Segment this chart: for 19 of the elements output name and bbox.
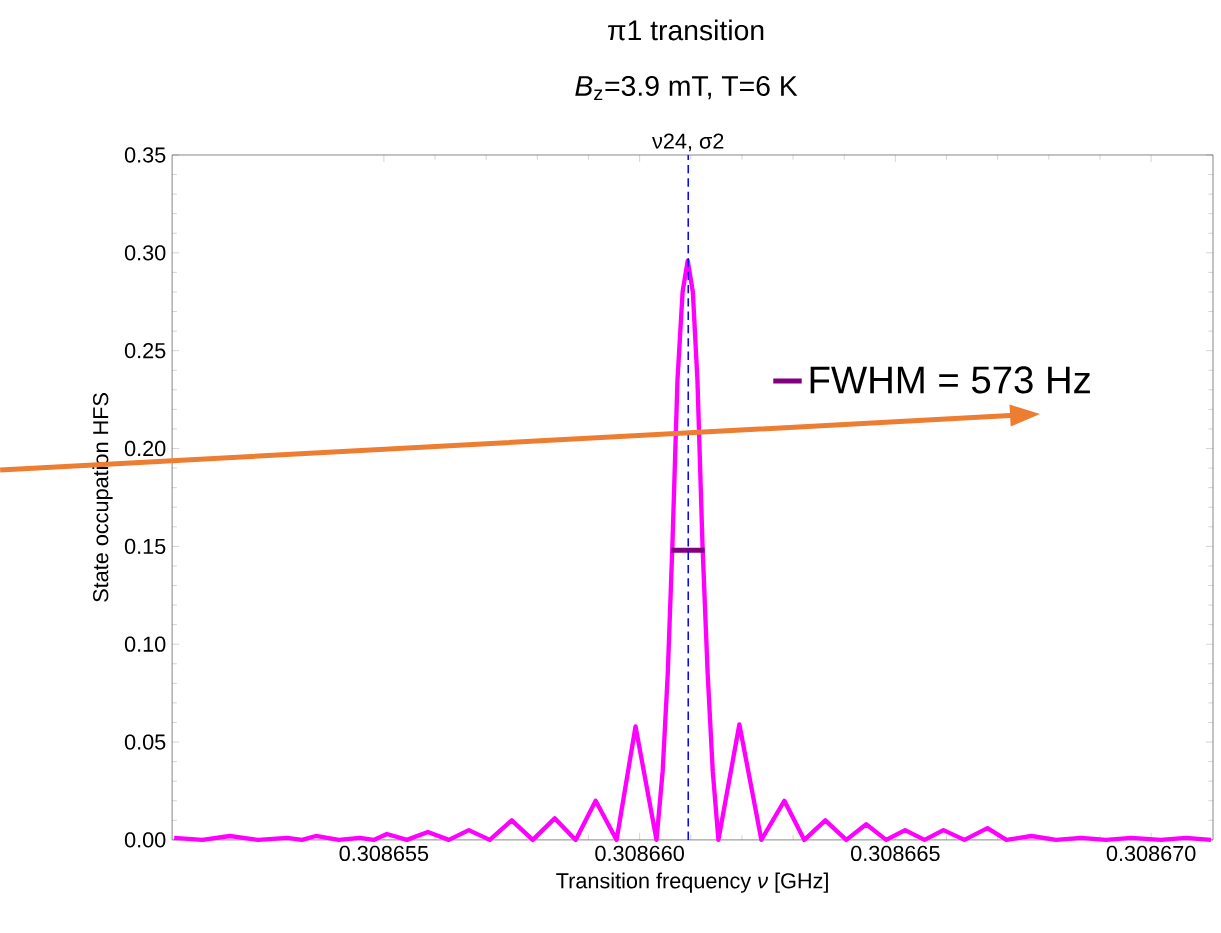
y-tick-label: 0.20 xyxy=(124,440,166,457)
x-tick-label: 0.308660 xyxy=(595,845,684,862)
chart-subtitle: B$_{z}$=3.9 mT, T=6 K xyxy=(575,75,798,101)
legend-label: FWHM = 573 Hz xyxy=(810,366,1090,394)
y-tick-label: 0.25 xyxy=(124,343,166,359)
chart-title: π1 transition xyxy=(608,19,764,41)
y-tick-label: 0.05 xyxy=(124,734,166,750)
y-tick-label: 0.10 xyxy=(124,636,166,652)
y-tick-label: 0.35 xyxy=(124,147,166,163)
x-axis-title: Transition frequency ν [GHz] xyxy=(556,872,828,893)
y-axis-title: State occupation HFS xyxy=(92,393,113,602)
x-tick-label: 0.308665 xyxy=(851,845,940,862)
y-tick-label: 0.30 xyxy=(124,245,166,261)
line-series xyxy=(172,258,1214,843)
x-tick-label: 0.308670 xyxy=(1106,845,1196,862)
ref-line-label: ν24, σ2 xyxy=(652,133,724,152)
y-tick-label: 0.00 xyxy=(124,832,166,848)
y-tick-label: 0.15 xyxy=(124,538,166,555)
x-tick-label: 0.308655 xyxy=(339,845,429,862)
